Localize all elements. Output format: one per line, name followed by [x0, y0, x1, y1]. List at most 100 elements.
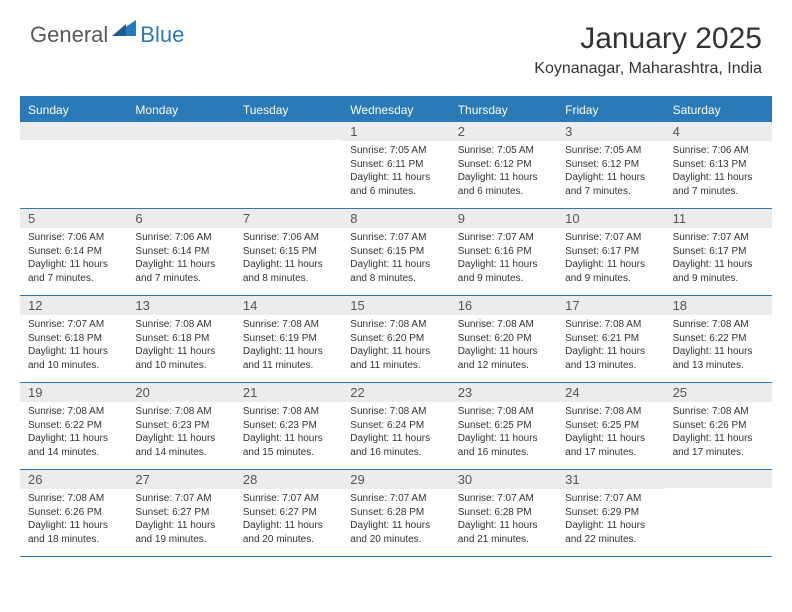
- daylight-text: Daylight: 11 hours and 17 minutes.: [673, 432, 766, 459]
- day-header-sunday: Sunday: [20, 98, 127, 122]
- day-details: Sunrise: 7:06 AMSunset: 6:14 PMDaylight:…: [20, 228, 127, 289]
- day-number: 23: [450, 383, 557, 402]
- sunrise-text: Sunrise: 7:05 AM: [458, 144, 551, 158]
- sunset-text: Sunset: 6:11 PM: [350, 158, 443, 172]
- sunset-text: Sunset: 6:20 PM: [350, 332, 443, 346]
- calendar-grid: SundayMondayTuesdayWednesdayThursdayFrid…: [20, 96, 772, 557]
- day-details: Sunrise: 7:08 AMSunset: 6:23 PMDaylight:…: [235, 402, 342, 463]
- calendar-cell: 23Sunrise: 7:08 AMSunset: 6:25 PMDayligh…: [450, 383, 557, 469]
- daylight-text: Daylight: 11 hours and 16 minutes.: [350, 432, 443, 459]
- calendar-cell: 5Sunrise: 7:06 AMSunset: 6:14 PMDaylight…: [20, 209, 127, 295]
- day-number: 16: [450, 296, 557, 315]
- sunrise-text: Sunrise: 7:06 AM: [135, 231, 228, 245]
- daylight-text: Daylight: 11 hours and 13 minutes.: [565, 345, 658, 372]
- calendar-cell: 17Sunrise: 7:08 AMSunset: 6:21 PMDayligh…: [557, 296, 664, 382]
- day-header-thursday: Thursday: [450, 98, 557, 122]
- calendar-cell: 24Sunrise: 7:08 AMSunset: 6:25 PMDayligh…: [557, 383, 664, 469]
- week-row: 5Sunrise: 7:06 AMSunset: 6:14 PMDaylight…: [20, 209, 772, 296]
- calendar-cell: 7Sunrise: 7:06 AMSunset: 6:15 PMDaylight…: [235, 209, 342, 295]
- calendar-cell: 12Sunrise: 7:07 AMSunset: 6:18 PMDayligh…: [20, 296, 127, 382]
- sunrise-text: Sunrise: 7:08 AM: [350, 405, 443, 419]
- sunrise-text: Sunrise: 7:07 AM: [350, 492, 443, 506]
- sunrise-text: Sunrise: 7:07 AM: [565, 231, 658, 245]
- daylight-text: Daylight: 11 hours and 7 minutes.: [135, 258, 228, 285]
- calendar-cell: 29Sunrise: 7:07 AMSunset: 6:28 PMDayligh…: [342, 470, 449, 556]
- logo-sail-icon: [112, 18, 138, 45]
- day-number: 2: [450, 122, 557, 141]
- day-number: 14: [235, 296, 342, 315]
- day-number: 19: [20, 383, 127, 402]
- day-details: Sunrise: 7:08 AMSunset: 6:22 PMDaylight:…: [665, 315, 772, 376]
- day-details: Sunrise: 7:06 AMSunset: 6:13 PMDaylight:…: [665, 141, 772, 202]
- calendar-cell: 31Sunrise: 7:07 AMSunset: 6:29 PMDayligh…: [557, 470, 664, 556]
- sunrise-text: Sunrise: 7:07 AM: [350, 231, 443, 245]
- location-label: Koynanagar, Maharashtra, India: [534, 60, 762, 78]
- calendar-cell: 15Sunrise: 7:08 AMSunset: 6:20 PMDayligh…: [342, 296, 449, 382]
- day-details: Sunrise: 7:08 AMSunset: 6:19 PMDaylight:…: [235, 315, 342, 376]
- calendar-cell: 1Sunrise: 7:05 AMSunset: 6:11 PMDaylight…: [342, 122, 449, 208]
- day-number: 27: [127, 470, 234, 489]
- brand-logo: General Blue: [30, 22, 184, 48]
- sunrise-text: Sunrise: 7:07 AM: [243, 492, 336, 506]
- day-details: Sunrise: 7:05 AMSunset: 6:12 PMDaylight:…: [557, 141, 664, 202]
- sunset-text: Sunset: 6:13 PM: [673, 158, 766, 172]
- day-number: 20: [127, 383, 234, 402]
- calendar-cell: 25Sunrise: 7:08 AMSunset: 6:26 PMDayligh…: [665, 383, 772, 469]
- day-number: 6: [127, 209, 234, 228]
- calendar-cell: 2Sunrise: 7:05 AMSunset: 6:12 PMDaylight…: [450, 122, 557, 208]
- daylight-text: Daylight: 11 hours and 6 minutes.: [350, 171, 443, 198]
- sunrise-text: Sunrise: 7:07 AM: [565, 492, 658, 506]
- sunset-text: Sunset: 6:25 PM: [565, 419, 658, 433]
- day-details: Sunrise: 7:07 AMSunset: 6:16 PMDaylight:…: [450, 228, 557, 289]
- sunrise-text: Sunrise: 7:08 AM: [243, 405, 336, 419]
- calendar-cell-empty: [235, 122, 342, 208]
- day-header-saturday: Saturday: [665, 98, 772, 122]
- sunset-text: Sunset: 6:23 PM: [243, 419, 336, 433]
- sunrise-text: Sunrise: 7:08 AM: [28, 492, 121, 506]
- sunrise-text: Sunrise: 7:07 AM: [458, 231, 551, 245]
- daylight-text: Daylight: 11 hours and 13 minutes.: [673, 345, 766, 372]
- sunset-text: Sunset: 6:20 PM: [458, 332, 551, 346]
- sunrise-text: Sunrise: 7:07 AM: [135, 492, 228, 506]
- day-details: Sunrise: 7:08 AMSunset: 6:22 PMDaylight:…: [20, 402, 127, 463]
- sunrise-text: Sunrise: 7:08 AM: [565, 405, 658, 419]
- day-details: Sunrise: 7:07 AMSunset: 6:18 PMDaylight:…: [20, 315, 127, 376]
- day-details: Sunrise: 7:05 AMSunset: 6:12 PMDaylight:…: [450, 141, 557, 202]
- brand-part2: Blue: [140, 22, 184, 48]
- sunrise-text: Sunrise: 7:07 AM: [673, 231, 766, 245]
- sunset-text: Sunset: 6:15 PM: [243, 245, 336, 259]
- sunrise-text: Sunrise: 7:08 AM: [135, 405, 228, 419]
- daylight-text: Daylight: 11 hours and 15 minutes.: [243, 432, 336, 459]
- daylight-text: Daylight: 11 hours and 9 minutes.: [458, 258, 551, 285]
- day-number: 8: [342, 209, 449, 228]
- sunset-text: Sunset: 6:18 PM: [28, 332, 121, 346]
- day-details: Sunrise: 7:08 AMSunset: 6:24 PMDaylight:…: [342, 402, 449, 463]
- daylight-text: Daylight: 11 hours and 20 minutes.: [350, 519, 443, 546]
- calendar-cell: 19Sunrise: 7:08 AMSunset: 6:22 PMDayligh…: [20, 383, 127, 469]
- daylight-text: Daylight: 11 hours and 12 minutes.: [458, 345, 551, 372]
- calendar-cell: 16Sunrise: 7:08 AMSunset: 6:20 PMDayligh…: [450, 296, 557, 382]
- sunrise-text: Sunrise: 7:05 AM: [350, 144, 443, 158]
- calendar-cell: 6 Sunrise: 7:06 AMSunset: 6:14 PMDaylight…: [127, 209, 234, 295]
- day-number: 4: [665, 122, 772, 141]
- daylight-text: Daylight: 11 hours and 14 minutes.: [135, 432, 228, 459]
- calendar-cell: 26Sunrise: 7:08 AMSunset: 6:26 PMDayligh…: [20, 470, 127, 556]
- sunset-text: Sunset: 6:28 PM: [350, 506, 443, 520]
- sunset-text: Sunset: 6:27 PM: [135, 506, 228, 520]
- sunrise-text: Sunrise: 7:06 AM: [28, 231, 121, 245]
- sunset-text: Sunset: 6:12 PM: [458, 158, 551, 172]
- day-number: 17: [557, 296, 664, 315]
- day-number: 9: [450, 209, 557, 228]
- week-row: 19Sunrise: 7:08 AMSunset: 6:22 PMDayligh…: [20, 383, 772, 470]
- sunset-text: Sunset: 6:21 PM: [565, 332, 658, 346]
- day-details: Sunrise: 7:07 AMSunset: 6:28 PMDaylight:…: [450, 489, 557, 550]
- daylight-text: Daylight: 11 hours and 11 minutes.: [243, 345, 336, 372]
- day-number: 15: [342, 296, 449, 315]
- day-details: Sunrise: 7:08 AMSunset: 6:23 PMDaylight:…: [127, 402, 234, 463]
- sunset-text: Sunset: 6:26 PM: [673, 419, 766, 433]
- sunset-text: Sunset: 6:27 PM: [243, 506, 336, 520]
- day-details: Sunrise: 7:08 AMSunset: 6:25 PMDaylight:…: [557, 402, 664, 463]
- day-details: Sunrise: 7:08 AMSunset: 6:21 PMDaylight:…: [557, 315, 664, 376]
- sunset-text: Sunset: 6:14 PM: [135, 245, 228, 259]
- calendar-cell: 8Sunrise: 7:07 AMSunset: 6:15 PMDaylight…: [342, 209, 449, 295]
